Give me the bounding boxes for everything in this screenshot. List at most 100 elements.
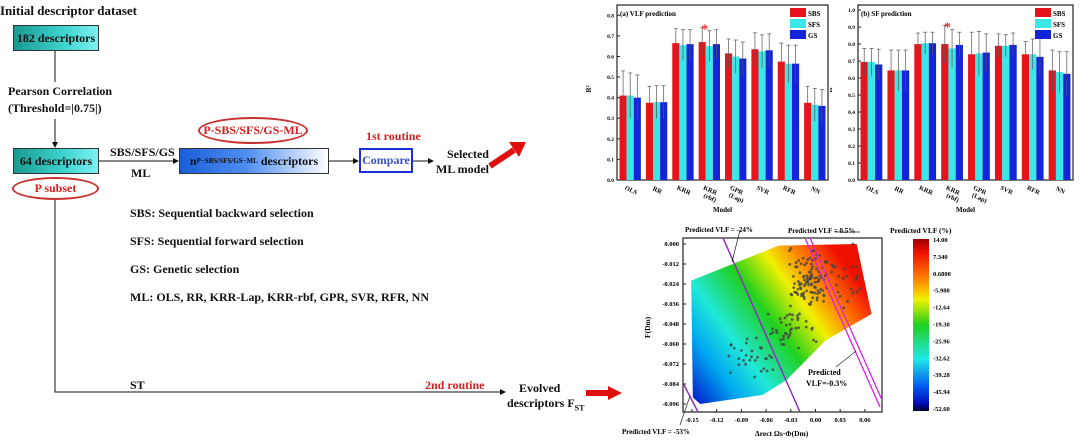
bar bbox=[1048, 70, 1056, 180]
y-tick-label: -0.036 bbox=[662, 301, 680, 308]
y-tick-label: -0.096 bbox=[662, 401, 680, 408]
data-point bbox=[785, 313, 789, 317]
data-point bbox=[855, 290, 859, 294]
data-point bbox=[790, 327, 793, 331]
legend-swatch bbox=[1035, 19, 1051, 28]
data-point bbox=[759, 369, 763, 373]
bar bbox=[860, 61, 868, 180]
y-tick-label: 0.3 bbox=[848, 127, 855, 133]
selected-label: Selected bbox=[447, 147, 489, 161]
data-point bbox=[810, 262, 813, 266]
method-label: SBS/SFS/GS bbox=[110, 145, 175, 159]
data-point bbox=[771, 368, 775, 372]
y-tick-label: 0.1 bbox=[848, 161, 855, 167]
data-point bbox=[768, 354, 771, 358]
bar bbox=[660, 102, 668, 180]
data-point bbox=[765, 369, 769, 373]
data-point bbox=[813, 280, 817, 284]
bar bbox=[804, 102, 812, 180]
data-point bbox=[788, 331, 792, 335]
data-point bbox=[744, 353, 748, 357]
data-point bbox=[810, 268, 813, 271]
legend-label: GS bbox=[808, 32, 817, 40]
data-point bbox=[835, 283, 838, 287]
data-point bbox=[794, 265, 798, 269]
red-arrow-icon bbox=[586, 386, 622, 400]
x-tick-label: -0.03 bbox=[784, 417, 798, 424]
data-point bbox=[845, 274, 849, 278]
data-point bbox=[783, 316, 787, 320]
x-tick-label: OLS bbox=[623, 185, 638, 197]
routine-1-label: 1st routine bbox=[366, 129, 421, 143]
bar bbox=[784, 63, 792, 181]
data-point bbox=[753, 375, 757, 379]
y-tick-label: 0.7 bbox=[848, 59, 855, 65]
x-tick-label: NN bbox=[810, 185, 822, 195]
data-point bbox=[782, 334, 786, 338]
data-point bbox=[842, 267, 846, 270]
y-axis-label: R² bbox=[585, 85, 593, 92]
data-point bbox=[813, 285, 817, 289]
data-point bbox=[739, 349, 743, 352]
data-point bbox=[851, 291, 855, 294]
colorbar-tick-label: -12.64 bbox=[933, 305, 951, 312]
routine-2-label: 2nd routine bbox=[425, 378, 485, 392]
x-tick-label: SVR bbox=[999, 185, 1014, 197]
data-point bbox=[798, 271, 802, 275]
data-point bbox=[764, 357, 768, 361]
st-label: ST bbox=[130, 378, 145, 392]
data-point bbox=[775, 331, 779, 334]
data-point bbox=[837, 274, 840, 278]
evolved-label: Evolved bbox=[519, 381, 561, 395]
data-point bbox=[785, 332, 788, 336]
p-subset-ellipse: P subset bbox=[12, 177, 99, 200]
chart-title: (a) VLF prediction bbox=[620, 10, 676, 18]
data-point bbox=[788, 262, 792, 266]
bar bbox=[633, 97, 641, 180]
data-point bbox=[812, 338, 815, 342]
data-point bbox=[788, 249, 791, 252]
data-point bbox=[791, 313, 794, 317]
data-point bbox=[784, 323, 788, 327]
bar bbox=[791, 63, 800, 181]
y-tick-label: 0.6 bbox=[848, 76, 855, 82]
y-tick-label: 0.4 bbox=[848, 110, 855, 116]
y-tick-label: -0.060 bbox=[662, 341, 679, 348]
data-point bbox=[806, 281, 810, 284]
n-descriptors-box: n P−SBS/SFS/GS−ML descriptors bbox=[179, 148, 329, 174]
legend-label: SBS bbox=[808, 10, 821, 18]
data-point bbox=[810, 275, 814, 279]
data-point bbox=[810, 327, 814, 331]
y-tick-label: 0.4 bbox=[607, 96, 614, 102]
evolved-descriptors-label: descriptors FST bbox=[507, 396, 584, 412]
bar bbox=[619, 95, 627, 180]
data-point bbox=[805, 276, 809, 280]
annotation: Predicted VLF = 0.5% bbox=[788, 227, 855, 235]
legend-label: SFS bbox=[1053, 21, 1065, 29]
colorbar-tick-label: 7.340 bbox=[933, 254, 948, 261]
data-point bbox=[732, 346, 736, 350]
data-point bbox=[809, 282, 813, 286]
data-point bbox=[796, 314, 799, 318]
compare-box: Compare bbox=[359, 148, 413, 173]
bar bbox=[653, 102, 661, 180]
data-point bbox=[858, 287, 862, 291]
data-point bbox=[759, 346, 762, 349]
y-axis-label: R² bbox=[830, 85, 834, 92]
data-point bbox=[803, 263, 806, 267]
x-axis-label: Δrect Ωs·Φ(Dm) bbox=[755, 429, 809, 438]
data-point bbox=[801, 256, 805, 260]
bar bbox=[994, 45, 1003, 180]
bar bbox=[758, 51, 766, 180]
bar bbox=[725, 53, 733, 180]
annotation: Predicted VLF = -53% bbox=[622, 428, 690, 436]
data-point bbox=[838, 294, 842, 298]
data-point bbox=[815, 280, 819, 284]
legend-label: GS bbox=[1053, 32, 1062, 40]
vlf-contour-plot: -0.15 -0.12 -0.09 -0.06 -0.03 0.00 0.03 0.06 0.0… bbox=[622, 226, 952, 438]
y-tick-label: 0.5 bbox=[848, 93, 855, 99]
bar bbox=[698, 42, 706, 180]
ml-model-label: ML model bbox=[436, 162, 489, 176]
y-tick-label: 1.0 bbox=[848, 8, 855, 14]
data-point bbox=[841, 276, 845, 280]
